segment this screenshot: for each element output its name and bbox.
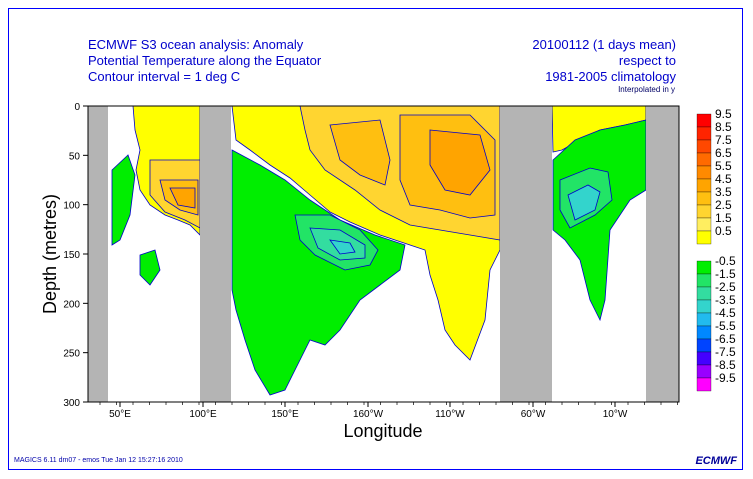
field-orange-6 (169, 187, 196, 209)
color-legend: 9.58.57.56.55.54.53.52.51.50.5 -0.5-1.5-2… (696, 107, 736, 392)
legend-swatch-positive (696, 204, 712, 219)
legend-swatch-negative (696, 325, 712, 340)
field-green-small (139, 249, 161, 286)
header-title-line-3: Contour interval = 1 deg C (88, 69, 241, 84)
legend-label-positive: 5.5 (715, 159, 732, 173)
field-cyan-2 (567, 184, 601, 221)
field-green-west (111, 154, 136, 246)
y-tick-label: 300 (63, 398, 80, 409)
land-masks (88, 106, 679, 402)
x-tick-label: 100°E (189, 409, 217, 420)
x-tick-label: 150°E (271, 409, 299, 420)
ecmwf-logo: ECMWF (695, 455, 737, 467)
y-tick-label: 100 (63, 201, 80, 212)
x-tick-label: 60°W (521, 409, 546, 420)
header-respect-line: respect to (618, 53, 676, 68)
legend-label-negative: -0.5 (715, 254, 736, 268)
legend-swatch-positive (696, 191, 712, 206)
legend-label-positive: 4.5 (715, 172, 732, 186)
legend-label-negative: -3.5 (715, 293, 736, 307)
legend-swatch-negative (696, 364, 712, 379)
field-orange-7 (429, 129, 491, 196)
legend-label-positive: 6.5 (715, 146, 732, 160)
legend-label-positive: 8.5 (715, 120, 732, 134)
legend-swatch-positive (696, 126, 712, 141)
y-tick-label: 150 (63, 250, 80, 261)
x-tick-label: 50°E (109, 409, 131, 420)
legend-label-negative: -5.5 (715, 319, 736, 333)
legend-label-negative: -4.5 (715, 306, 736, 320)
legend-label-positive: 3.5 (715, 185, 732, 199)
header-left: ECMWF S3 ocean analysis: Anomaly Potenti… (88, 37, 321, 85)
land-mask-2 (200, 106, 231, 402)
legend-label-positive: 1.5 (715, 211, 732, 225)
legend-label-negative: -7.5 (715, 345, 736, 359)
x-axis-label: Longitude (343, 421, 422, 441)
y-tick-label: 50 (69, 151, 81, 162)
legend-label-negative: -6.5 (715, 332, 736, 346)
header-right: 20100112 (1 days mean) respect to 1981-2… (532, 37, 676, 85)
header-title-line-2: Potential Temperature along the Equator (88, 53, 322, 68)
x-tick-label: 160°W (353, 409, 384, 420)
field-cyan-3 (329, 239, 356, 255)
y-axis-label: Depth (metres) (40, 194, 60, 314)
land-mask-4 (646, 106, 679, 402)
interp-note: Interpolated in y (618, 85, 675, 94)
x-tick-label: 10°W (603, 409, 628, 420)
legend-label-negative: -9.5 (715, 371, 736, 385)
field-orange-4 (329, 119, 391, 186)
legend-label-positive: 9.5 (715, 107, 732, 121)
legend-label-positive: 7.5 (715, 133, 732, 147)
figure-frame (8, 8, 743, 470)
legend-swatch-positive (696, 165, 712, 180)
header-date-line: 20100112 (1 days mean) (532, 37, 676, 52)
legend-swatch-positive (696, 178, 712, 193)
legend-label-negative: -2.5 (715, 280, 736, 294)
legend-swatch-negative (696, 273, 712, 288)
legend-swatch-negative (696, 338, 712, 353)
header-title-line-1: ECMWF S3 ocean analysis: Anomaly (88, 37, 304, 52)
legend-label-negative: -8.5 (715, 358, 736, 372)
legend-swatch-positive (696, 139, 712, 154)
legend-swatch-negative (696, 299, 712, 314)
y-tick-label: 200 (63, 299, 80, 310)
x-tick-label: 110°W (435, 409, 465, 420)
legend-label-positive: 0.5 (715, 224, 732, 238)
field-green-central (231, 149, 406, 396)
y-tick-label: 0 (74, 102, 80, 113)
field-green-east (552, 119, 647, 322)
legend-swatch-negative (696, 260, 712, 275)
legend-swatch-positive (696, 217, 712, 232)
legend-label-negative: -1.5 (715, 267, 736, 281)
legend-swatch-positive (696, 230, 712, 245)
legend-swatch-negative (696, 351, 712, 366)
legend-swatch-negative (696, 377, 712, 392)
legend-label-positive: 2.5 (715, 198, 732, 212)
footer-info: MAGICS 6.11 dm07 - emos Tue Jan 12 15:27… (14, 457, 183, 464)
x-axis: 50°E 100°E 150°E 160°W 110°W 60°W 10°W (99, 402, 678, 420)
legend-swatch-positive (696, 113, 712, 128)
legend-swatch-negative (696, 286, 712, 301)
legend-swatch-negative (696, 312, 712, 327)
y-axis: 0 50 100 150 200 250 300 (63, 102, 88, 409)
header-climatology-line: 1981-2005 climatology (545, 69, 676, 84)
legend-swatch-positive (696, 152, 712, 167)
land-mask-3 (500, 106, 552, 402)
y-tick-label: 250 (63, 349, 80, 360)
land-mask-1 (88, 106, 108, 402)
